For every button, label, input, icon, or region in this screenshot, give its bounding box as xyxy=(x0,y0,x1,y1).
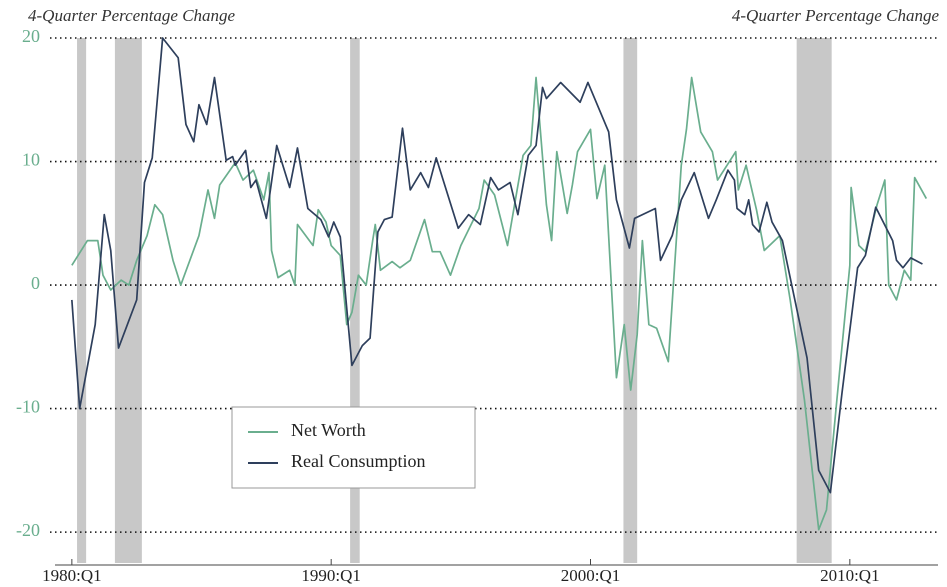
y-tick-label: -20 xyxy=(16,520,40,540)
legend: Net Worth Real Consumption xyxy=(231,406,476,489)
shaded-period xyxy=(796,38,832,563)
legend-label: Net Worth xyxy=(291,420,366,440)
x-tick-label: 1990:Q1 xyxy=(301,566,361,585)
y-tick-label: 20 xyxy=(22,26,40,46)
y-tick-label: -10 xyxy=(16,397,40,417)
shaded-period xyxy=(114,38,142,563)
y2-axis-title: 4-Quarter Percentage Change xyxy=(732,6,940,25)
x-tick-label: 2010:Q1 xyxy=(820,566,880,585)
y-tick-label: 0 xyxy=(31,273,40,293)
shaded-period xyxy=(77,38,87,563)
series-line xyxy=(71,76,928,531)
legend-box xyxy=(231,406,476,489)
series-line xyxy=(71,37,923,494)
x-tick-label: 2000:Q1 xyxy=(561,566,621,585)
y-axis-title: 4-Quarter Percentage Change xyxy=(28,6,236,25)
x-tick-label: 1980:Q1 xyxy=(42,566,102,585)
y-tick-label: 10 xyxy=(22,150,40,170)
shaded-period xyxy=(350,38,360,563)
legend-label: Real Consumption xyxy=(291,451,426,471)
shaded-period xyxy=(623,38,638,563)
